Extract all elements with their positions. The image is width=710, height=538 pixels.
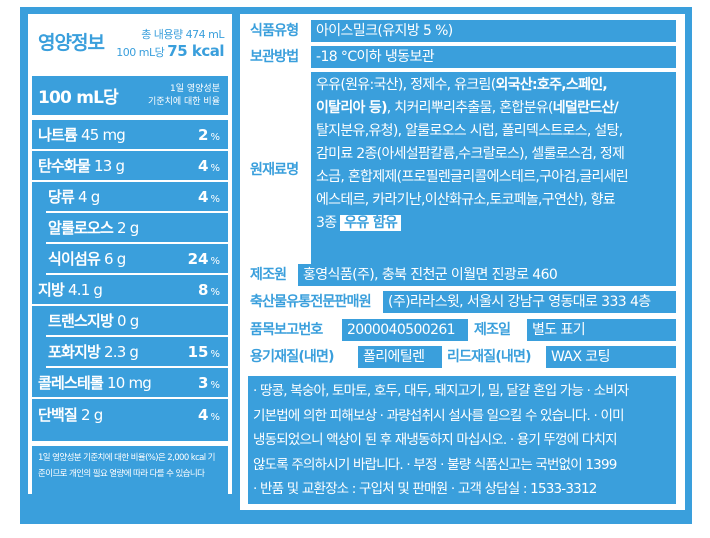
daily-value-note: 1일 영양성분 기준치에 대한 비율 — [148, 83, 220, 107]
lid-material-label: 리드재질(내면) — [447, 349, 531, 365]
nutrition-total: 총 내용량 474 mL 100 mL당 75 kcal — [116, 26, 224, 61]
ingredients-text: 우유(원유:국산), 정제수, 유크림(외국산:호주,스페인, 이탈리아 등),… — [311, 72, 676, 266]
nutrient-row-dietary-fiber: 식이섬유 6 g 24% — [46, 244, 228, 275]
ingredients-label: 원재료명 — [250, 162, 299, 178]
nutrient-row-fat: 지방 4.1 g 8% — [32, 275, 228, 306]
consumer-notice: · 땅콩, 복숭아, 토마토, 호두, 대두, 돼지고기, 밀, 달걀 혼입 가… — [248, 376, 676, 504]
container-material-label: 용기재질(내면) — [250, 349, 334, 365]
distributor-value: (주)라라스윗, 서울시 강남구 영동대로 333 4층 — [383, 291, 676, 313]
nutrition-header: 영양정보 총 내용량 474 mL 100 mL당 75 kcal — [32, 18, 228, 72]
nutrient-row-sodium: 나트륨 45 mg 2% — [32, 120, 228, 151]
per-serving-prefix: 100 mL당 — [116, 46, 165, 59]
total-volume: 총 내용량 474 mL — [141, 28, 224, 41]
nutrition-table: 100 mL당 1일 영양성분 기준치에 대한 비율 나트륨 45 mg 2% … — [32, 76, 228, 441]
nutrient-row-carbohydrate: 탄수화물 13 g 4% — [32, 151, 228, 182]
nutrient-row-protein: 단백질 2 g 4% — [38, 405, 220, 425]
storage-value: -18 °C이하 냉동보관 — [311, 46, 676, 68]
daily-value-footnote: 1일 영양성분 기준치에 대한 비율(%)은 2,000 kcal 기 준이므로… — [32, 446, 228, 494]
mfg-date-label: 제조일 — [474, 322, 511, 338]
container-material-value: 폴리에틸렌 — [358, 346, 442, 368]
nutrition-table-header: 100 mL당 1일 영양성분 기준치에 대한 비율 — [32, 76, 228, 120]
storage-label: 보관방법 — [250, 49, 299, 65]
report-number-label: 품목보고번호 — [250, 322, 323, 338]
food-type-value: 아이스밀크(유지방 5 %) — [311, 20, 676, 42]
product-info-panel: 식품유형 아이스밀크(유지방 5 %) 보관방법 -18 °C이하 냉동보관 원… — [240, 14, 685, 510]
calories: 75 kcal — [167, 42, 224, 60]
manufacturer-value: 홍영식품(주), 충북 진천군 이월면 진광로 460 — [298, 264, 676, 286]
allergen-badge: 우유 함유 — [340, 215, 402, 231]
distributor-label: 축산물유통전문판매원 — [250, 294, 372, 310]
nutrient-row-saturated-fat: 포화지방 2.3 g 15% — [46, 337, 228, 368]
manufacturer-label: 제조원 — [250, 267, 287, 283]
nutrient-row-trans-fat: 트랜스지방 0 g — [46, 306, 228, 337]
lid-material-value: WAX 코팅 — [546, 346, 676, 368]
food-type-label: 식품유형 — [250, 23, 299, 39]
nutrient-row-cholesterol: 콜레스테롤 10 mg 3% — [32, 368, 228, 399]
mfg-date-value: 별도 표기 — [527, 319, 676, 341]
nutrient-row-sugars: 당류 4 g 4% — [46, 182, 228, 213]
calories-line: 100 mL당 75 kcal — [116, 43, 224, 61]
nutrient-row-allulose: 알룰로오스 2 g — [46, 213, 228, 244]
basis-label: 100 mL당 — [38, 88, 119, 108]
nutrition-title: 영양정보 — [38, 32, 105, 54]
report-number-value: 2000040500261 — [342, 319, 468, 341]
nutrition-panel: 영양정보 총 내용량 474 mL 100 mL당 75 kcal 100 mL… — [28, 14, 232, 494]
